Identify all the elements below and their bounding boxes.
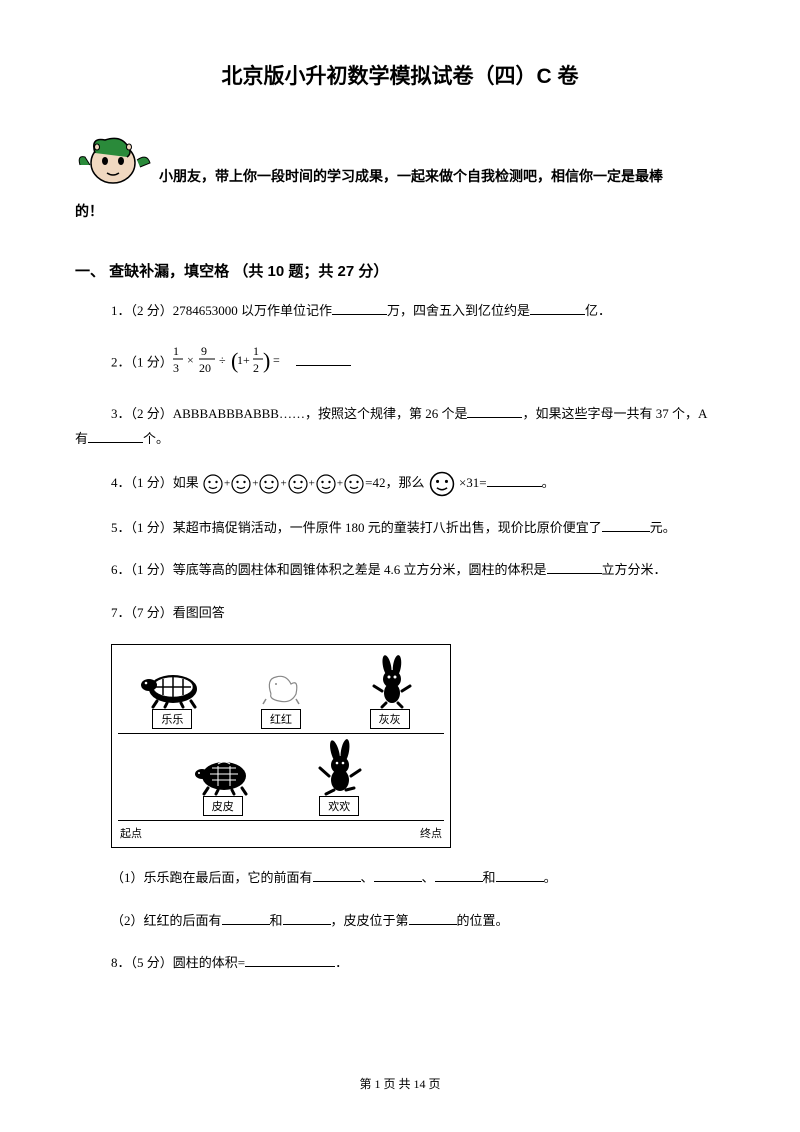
and: 和 [483,870,496,885]
blank [245,953,335,967]
blank [409,911,457,925]
svg-text:): ) [263,348,270,373]
question-6: 6．（1 分）等底等高的圆柱体和圆锥体积之差是 4.6 立方分米，圆柱的体积是 立… [75,558,725,583]
track-divider [118,733,444,734]
svg-text:1: 1 [173,344,179,358]
suffix: 。 [544,870,557,885]
page-footer: 第 1 页 共 14 页 [0,1075,800,1092]
blank [374,868,422,882]
page-title: 北京版小升初数学模拟试卷（四）C 卷 [75,60,725,90]
animal-huihui: 灰灰 [335,651,444,729]
q1-mid: 万，四舍五入到亿位约是 [387,303,530,318]
svg-text:2: 2 [253,361,259,375]
blank [547,560,602,574]
mid: ，皮皮位于第 [331,913,409,928]
svg-text:1: 1 [253,344,259,358]
svg-text:9: 9 [201,344,207,358]
animal-row-1: 乐乐 红红 灰灰 [118,651,444,729]
svg-text:1+: 1+ [237,353,250,367]
blank [435,868,483,882]
q4-tail: ×31= [456,475,487,490]
q4-eq: =42， [365,475,398,490]
q3-prefix: 3．（2 分）ABBBABBBABBB……，按照这个规律，第 26 个是 [75,406,467,421]
smiley-icon [428,470,456,498]
q7s2-prefix: （2）红红的后面有 [111,913,222,928]
q4-end: 。 [542,475,555,490]
q7s1-prefix: （1）乐乐跑在最后面，它的前面有 [111,870,313,885]
intro-line2: 的！ [75,195,725,230]
question-1: 1．（2 分）2784653000 以万作单位记作 万，四舍五入到亿位约是 亿． [75,299,725,324]
question-3: 3．（2 分）ABBBABBBABBB……，按照这个规律，第 26 个是 ，如果这… [75,402,725,451]
q8-prefix: 8．（5 分）圆柱的体积= [111,955,245,970]
sep: 、 [361,870,374,885]
animal-lele: 乐乐 [118,659,227,729]
blank [332,301,387,315]
q5-prefix: 5．（1 分）某超市搞促销活动，一件原件 180 元的童装打八折出售，现价比原价… [111,520,602,535]
end-label: 终点 [420,825,442,841]
q6-prefix: 6．（1 分）等底等高的圆柱体和圆锥体积之差是 4.6 立方分米，圆柱的体积是 [111,562,547,577]
svg-text:×: × [187,353,194,367]
animal-honghong: 红红 [227,659,336,729]
intro-block: 小朋友，带上你一段时间的学习成果，一起来做个自我检测吧，相信你一定是最棒 的！ [75,125,725,230]
q6-suffix: 立方分米． [602,562,667,577]
blank [222,911,270,925]
sep: 、 [422,870,435,885]
blank [313,868,361,882]
animal-label: 灰灰 [370,709,410,729]
suffix: 的位置。 [457,913,509,928]
blank [602,518,650,532]
blank [530,301,585,315]
svg-text:3: 3 [173,361,179,375]
q3-mid: ，如果这些字母一共有 37 个，A [522,406,707,421]
svg-text:=: = [273,353,280,367]
question-4: 4．（1 分）如果 +++++ =42，那么 ×31= 。 [75,470,725,498]
q1-suffix: 亿． [585,303,611,318]
track-divider [118,820,444,821]
track-labels: 起点 终点 [118,825,444,841]
animal-label: 欢欢 [319,796,359,816]
question-7-sub2: （2）红红的后面有 和 ，皮皮位于第 的位置。 [75,909,725,934]
q3-line2-prefix: 有 [75,431,88,446]
svg-text:÷: ÷ [219,353,226,367]
section-1-header: 一、 查缺补漏，填空格 （共 10 题；共 27 分） [75,260,725,281]
blank [296,352,351,366]
q5-suffix: 元。 [650,520,676,535]
question-7-image: 乐乐 红红 灰灰 [111,644,451,848]
question-5: 5．（1 分）某超市搞促销活动，一件原件 180 元的童装打八折出售，现价比原价… [75,516,725,541]
animal-huanhuan: 欢欢 [281,738,397,816]
q2-prefix: 2．（1 分） [111,354,173,369]
animal-label: 乐乐 [152,709,192,729]
intro-line1: 小朋友，带上你一段时间的学习成果，一起来做个自我检测吧，相信你一定是最棒 [159,170,663,185]
animal-row-2: 皮皮 欢欢 [118,738,444,816]
animal-label: 皮皮 [203,796,243,816]
question-7-sub1: （1）乐乐跑在最后面，它的前面有 、 、 和 。 [75,866,725,891]
formula-icon: 1 3 × 9 20 ÷ ( 1+ 1 2 ) = [173,342,293,385]
blank [467,404,522,418]
start-label: 起点 [120,825,142,841]
animal-label: 红红 [261,709,301,729]
question-8: 8．（5 分）圆柱的体积= ． [75,951,725,976]
q4-prefix: 4．（1 分）如果 [111,475,202,490]
smiley-group: +++++ [202,471,365,496]
mascot-icon [75,125,155,195]
blank [487,473,542,487]
animal-pipi: 皮皮 [165,746,281,816]
question-7-header: 7．（7 分）看图回答 [75,601,725,626]
blank [88,429,143,443]
and: 和 [270,913,283,928]
q4-then: 那么 [398,475,427,490]
svg-text:20: 20 [199,361,211,375]
question-2: 2．（1 分） 1 3 × 9 20 ÷ ( 1+ 1 2 ) = [75,342,725,385]
q8-suffix: ． [335,955,348,970]
q1-prefix: 1．（2 分）2784653000 以万作单位记作 [111,303,332,318]
q3-line2-suffix: 个。 [143,431,169,446]
blank [496,868,544,882]
blank [283,911,331,925]
